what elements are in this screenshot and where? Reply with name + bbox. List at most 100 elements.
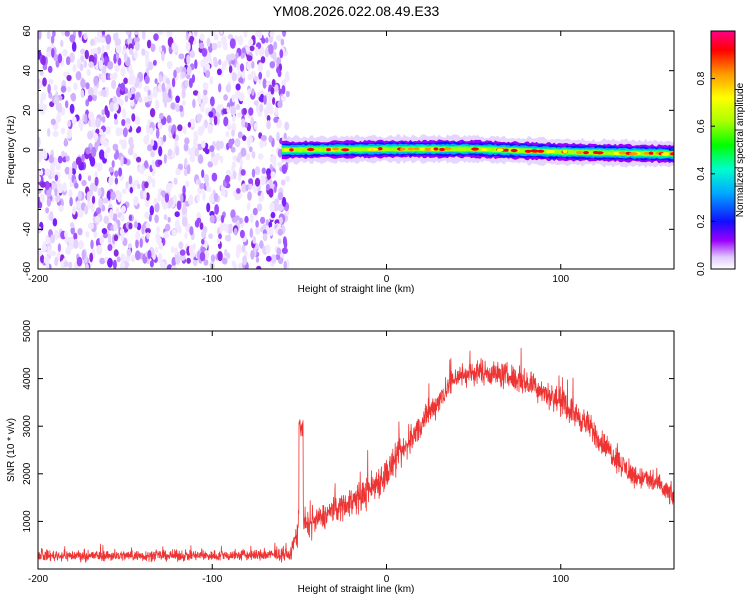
noise-blob [266, 115, 271, 122]
noise-blob [101, 204, 106, 212]
noise-blob [283, 260, 287, 269]
noise-blob [73, 82, 78, 91]
noise-blob [105, 126, 111, 135]
noise-blob [197, 179, 202, 185]
noise-blob [80, 89, 85, 99]
noise-blob [60, 31, 66, 37]
noise-blob [136, 156, 142, 163]
noise-blob [41, 55, 46, 66]
noise-blob [262, 223, 267, 231]
noise-blob [187, 148, 194, 156]
noise-blob [182, 185, 186, 196]
noise-blob [124, 95, 129, 103]
noise-blob [114, 170, 119, 178]
noise-blob [258, 46, 265, 57]
noise-blob [237, 112, 242, 118]
noise-blob [211, 42, 218, 51]
noise-blob [147, 249, 152, 260]
noise-blob [159, 112, 164, 120]
noise-blob [258, 62, 263, 72]
track-hotspot [413, 147, 420, 151]
noise-blob [39, 193, 45, 203]
noise-blob [54, 256, 59, 267]
noise-blob [46, 31, 51, 40]
noise-blob [227, 223, 233, 235]
noise-blob [63, 261, 69, 267]
noise-blob [113, 119, 119, 125]
track-hotspot [562, 150, 568, 154]
noise-blob [115, 44, 122, 54]
noise-blob [135, 230, 141, 241]
noise-blob [251, 60, 255, 69]
noise-blob [240, 169, 246, 176]
noise-blob [113, 249, 119, 257]
noise-blob [174, 219, 180, 230]
noise-blob [217, 238, 221, 245]
noise-blob [241, 244, 246, 253]
noise-blob [271, 254, 277, 264]
noise-blob [203, 174, 209, 183]
noise-blob [225, 223, 229, 234]
noise-blob [210, 156, 217, 164]
noise-blob [122, 108, 126, 119]
noise-blob [237, 131, 243, 139]
noise-blob [199, 182, 205, 190]
noise-blob [81, 179, 87, 187]
noise-blob [64, 31, 70, 37]
noise-blob [65, 86, 72, 93]
noise-blob [103, 215, 110, 224]
noise-blob [83, 60, 88, 68]
noise-blob [107, 61, 114, 70]
noise-blob [221, 257, 228, 265]
noise-blob [250, 212, 254, 224]
noise-blob [98, 149, 105, 160]
noise-blob [133, 221, 138, 229]
noise-blob [38, 175, 42, 182]
noise-blob [54, 188, 58, 197]
noise-blob [208, 195, 215, 204]
noise-blob [55, 163, 61, 171]
noise-blob [65, 56, 71, 66]
noise-blob [275, 34, 282, 42]
noise-blob [135, 238, 139, 249]
snr-x-ticks: -200 -100 0 100 [28, 331, 570, 585]
noise-blob [235, 104, 241, 111]
y-tick-label: 3000 [22, 415, 33, 438]
noise-blob [92, 93, 97, 102]
noise-blob [128, 68, 134, 77]
noise-blob [150, 150, 155, 158]
noise-blob [280, 95, 287, 102]
noise-blob [76, 256, 83, 267]
y-tick-label: -60 [22, 261, 33, 276]
noise-blob [208, 233, 213, 239]
noise-blob [265, 69, 271, 78]
noise-blob [266, 120, 271, 130]
noise-blob [127, 90, 132, 99]
noise-blob [77, 190, 82, 201]
x-tick-label: 100 [552, 574, 569, 585]
noise-blob [95, 128, 100, 135]
noise-blob [57, 102, 63, 113]
noise-blob [179, 249, 186, 256]
noise-blob [86, 191, 91, 202]
noise-blob [268, 44, 274, 55]
noise-blob [276, 247, 282, 256]
noise-blob [148, 213, 152, 222]
noise-blob [214, 153, 221, 161]
noise-blob [46, 197, 52, 207]
colorbar-tick-label: 0.2 [696, 214, 707, 228]
noise-blob [96, 162, 103, 172]
noise-blob [269, 202, 275, 213]
noise-blob [130, 99, 135, 107]
noise-blob [244, 250, 248, 257]
noise-blob [143, 190, 147, 201]
track-hotspot [420, 147, 425, 151]
noise-blob [210, 151, 215, 159]
noise-blob [89, 156, 96, 167]
noise-blob [217, 251, 223, 262]
noise-blob [234, 138, 241, 148]
noise-blob [189, 226, 194, 236]
noise-blob [219, 222, 224, 233]
noise-blob [41, 243, 48, 253]
